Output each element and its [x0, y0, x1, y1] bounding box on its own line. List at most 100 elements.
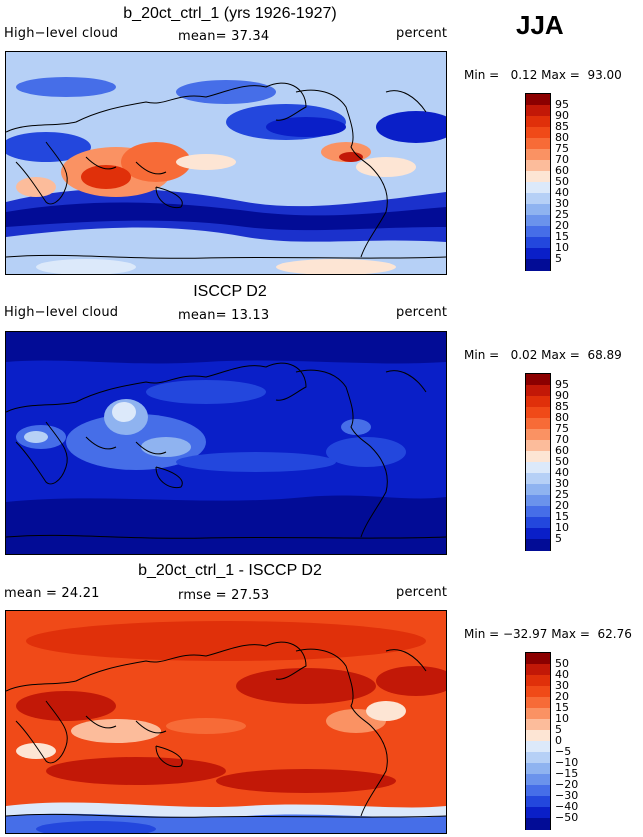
colorbar-swatch [526, 215, 550, 227]
colorbar-label: 80 [555, 131, 569, 144]
mean-label: mean = 24.21 [4, 586, 100, 601]
colorbar-swatch [526, 138, 550, 150]
map-observed [5, 331, 447, 555]
colorbar-label: 5 [555, 723, 562, 736]
colorbar-label: 20 [555, 690, 569, 703]
colorbar-swatch [526, 484, 550, 496]
variable-label: High−level cloud [4, 305, 119, 320]
colorbar-label: 30 [555, 679, 569, 692]
colorbar-label: 20 [555, 499, 569, 512]
colorbar-swatch [526, 653, 550, 665]
colorbar-swatch [526, 418, 550, 430]
panel-title: ISCCP D2 [193, 283, 267, 300]
colorbar-label: 90 [555, 109, 569, 122]
colorbar-label: −5 [555, 745, 572, 758]
colorbar-swatch [526, 675, 550, 687]
colorbar-swatch [526, 160, 550, 172]
colorbar-label: 80 [555, 411, 569, 424]
colorbar-label: 5 [555, 252, 562, 265]
minmax-label: Min = 0.12 Max = 93.00 [464, 68, 622, 82]
colorbar-swatch [526, 182, 550, 194]
colorbar-swatch [526, 708, 550, 720]
colorbar-swatch [526, 396, 550, 408]
map-field [6, 611, 446, 833]
colorbar-label: 40 [555, 466, 569, 479]
colorbar-label: −40 [555, 800, 579, 813]
colorbar-swatch [526, 171, 550, 183]
colorbar-label: 10 [555, 712, 569, 725]
colorbar-swatch [526, 94, 550, 106]
colorbar-swatch [526, 407, 550, 419]
colorbar-swatch [526, 127, 550, 139]
colorbar-swatch [526, 517, 550, 529]
colorbar-label: 15 [555, 701, 569, 714]
colorbar-swatch [526, 440, 550, 452]
colorbar-swatch [526, 807, 550, 819]
colorbar: 95 90 85 80 75 70 60 50 40 30 25 20 15 10 5 [525, 373, 569, 551]
colorbar-swatch [526, 204, 550, 216]
variable-label: High−level cloud [4, 26, 119, 41]
colorbar-swatch [526, 193, 550, 205]
colorbar-swatch [526, 495, 550, 507]
colorbar-label: 15 [555, 510, 569, 523]
colorbar-label: 60 [555, 444, 569, 457]
map-field [6, 52, 446, 274]
colorbar-swatch [526, 374, 550, 386]
rmse-label: rmse = 27.53 [178, 588, 270, 603]
colorbar-swatch [526, 796, 550, 808]
colorbar-label: 75 [555, 142, 569, 155]
colorbar-label: −20 [555, 778, 579, 791]
colorbar-label: 0 [555, 734, 562, 747]
colorbar-swatch [526, 697, 550, 709]
units-label: percent [396, 585, 448, 600]
colorbar-swatch [526, 451, 550, 463]
colorbar-label: −50 [555, 811, 579, 824]
colorbar-label: 85 [555, 400, 569, 413]
colorbar-swatch [526, 105, 550, 117]
colorbar-label: 30 [555, 197, 569, 210]
map-model [5, 51, 447, 275]
colorbar-swatch [526, 259, 550, 271]
mean-label: mean= 13.13 [178, 308, 270, 323]
colorbar-swatch [526, 462, 550, 474]
minmax-label: Min = −32.97 Max = 62.76 [464, 627, 632, 641]
colorbar-swatch [526, 429, 550, 441]
colorbar-label: 50 [555, 175, 569, 188]
colorbar-label: 10 [555, 241, 569, 254]
colorbar-swatch [526, 116, 550, 128]
colorbar-swatch [526, 506, 550, 518]
colorbar-label: 5 [555, 532, 562, 545]
colorbar-label: 15 [555, 230, 569, 243]
map-field [6, 332, 446, 554]
colorbar-label: 50 [555, 455, 569, 468]
colorbar-label: 50 [555, 657, 569, 670]
colorbar-swatch [526, 385, 550, 397]
colorbar-label: 40 [555, 186, 569, 199]
colorbar-label: 70 [555, 153, 569, 166]
colorbar-label: 25 [555, 488, 569, 501]
colorbar-label: −30 [555, 789, 579, 802]
units-label: percent [396, 26, 448, 41]
panel-title: b_20ct_ctrl_1 (yrs 1926-1927) [123, 5, 337, 22]
colorbar-label: 20 [555, 219, 569, 232]
colorbar-swatch [526, 686, 550, 698]
colorbar-swatch [526, 539, 550, 551]
colorbar-label: 10 [555, 521, 569, 534]
colorbar-swatch [526, 741, 550, 753]
colorbar-swatch [526, 149, 550, 161]
colorbar-label: 30 [555, 477, 569, 490]
colorbar-label: 95 [555, 378, 569, 391]
colorbar-swatch [526, 818, 550, 830]
colorbar-label: 90 [555, 389, 569, 402]
panel-title: b_20ct_ctrl_1 - ISCCP D2 [138, 562, 322, 579]
colorbar-swatch [526, 226, 550, 238]
colorbar-label: 40 [555, 668, 569, 681]
colorbar-swatch [526, 664, 550, 676]
colorbar-label: −15 [555, 767, 579, 780]
colorbar-swatch [526, 752, 550, 764]
colorbar-label: 70 [555, 433, 569, 446]
colorbar-swatch [526, 473, 550, 485]
colorbar-swatch [526, 730, 550, 742]
colorbar-swatch [526, 719, 550, 731]
colorbar-label: 75 [555, 422, 569, 435]
